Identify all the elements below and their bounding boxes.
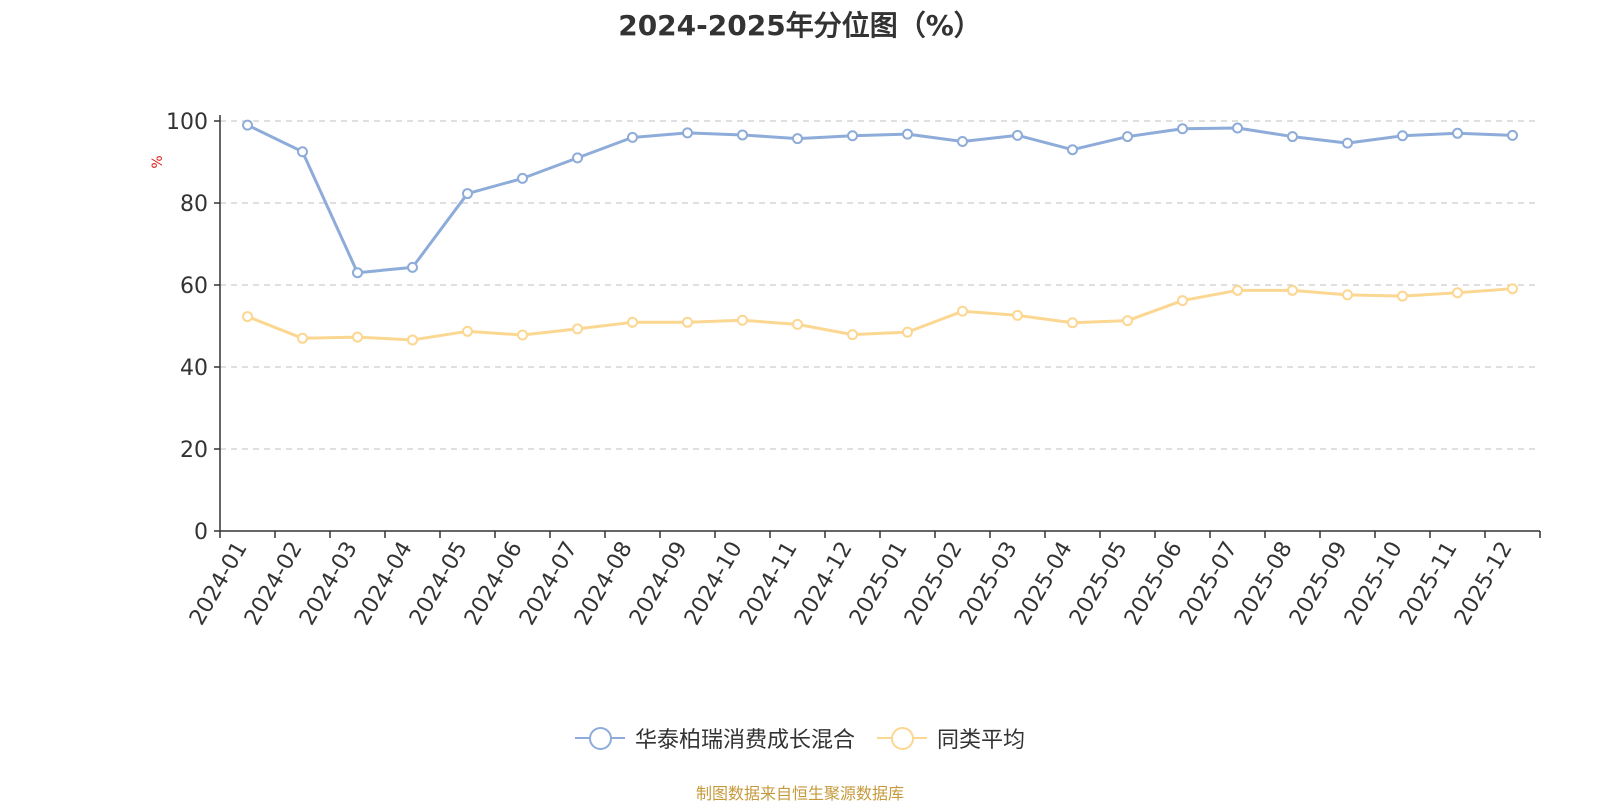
series-line-2 [246, 287, 1513, 342]
data-point-series-2 [1507, 283, 1518, 295]
data-point-series-1 [462, 188, 473, 200]
data-point-series-1 [1012, 129, 1023, 141]
data-point-series-2 [242, 311, 253, 323]
data-point-series-1 [627, 131, 638, 143]
legend-item-series-2[interactable]: 同类平均 [877, 722, 1025, 754]
y-tick-label: 60 [180, 274, 208, 299]
data-point-series-1 [242, 119, 253, 131]
y-tick-label: 80 [180, 192, 208, 217]
data-point-series-1 [1067, 144, 1078, 156]
data-point-series-2 [1232, 284, 1243, 296]
data-point-series-2 [1067, 317, 1078, 329]
legend-label-series-1: 华泰柏瑞消费成长混合 [634, 728, 855, 753]
data-point-series-1 [1287, 131, 1298, 143]
data-point-series-2 [1122, 315, 1133, 327]
data-point-series-2 [1452, 287, 1463, 299]
data-point-series-2 [572, 323, 583, 335]
data-point-series-1 [847, 130, 858, 142]
y-axis-label: % [150, 155, 166, 168]
data-point-series-2 [1397, 290, 1408, 302]
data-point-series-1 [517, 172, 528, 184]
data-point-series-2 [1177, 295, 1188, 307]
series-line-1 [246, 123, 1513, 275]
data-point-series-1 [1122, 131, 1133, 143]
data-point-series-1 [737, 129, 748, 141]
data-point-series-1 [407, 261, 418, 273]
y-tick-label: 40 [180, 356, 208, 381]
legend-swatch-series-2 [877, 726, 927, 750]
data-point-series-2 [352, 331, 363, 343]
data-point-series-2 [847, 329, 858, 341]
data-point-series-1 [1342, 137, 1353, 149]
data-point-series-1 [902, 128, 913, 140]
data-point-series-1 [1452, 127, 1463, 139]
data-point-series-2 [1287, 284, 1298, 296]
data-point-series-2 [957, 305, 968, 317]
data-point-series-2 [902, 326, 913, 338]
y-tick-label: 0 [194, 520, 208, 545]
data-point-series-2 [297, 332, 308, 344]
y-tick-label: 20 [180, 438, 208, 463]
data-point-series-1 [1397, 130, 1408, 142]
data-point-series-1 [297, 146, 308, 158]
data-point-series-2 [1012, 309, 1023, 321]
legend-item-series-1[interactable]: 华泰柏瑞消费成长混合 [574, 722, 855, 754]
data-point-series-2 [627, 316, 638, 328]
data-point-series-2 [517, 329, 528, 341]
data-point-series-1 [957, 136, 968, 147]
data-point-series-1 [352, 267, 363, 279]
data-point-series-1 [572, 152, 583, 164]
data-point-series-1 [1507, 129, 1518, 141]
data-point-series-1 [1177, 123, 1188, 135]
chart-title: 2024-2025年分位图（%） [618, 9, 982, 42]
data-point-series-1 [682, 127, 693, 139]
legend: 华泰柏瑞消费成长混合 同类平均 [0, 722, 1600, 754]
data-point-series-2 [462, 325, 473, 337]
legend-swatch-series-1 [574, 726, 625, 750]
data-point-series-2 [1342, 289, 1353, 301]
y-tick-label: 100 [166, 110, 208, 135]
source-note: 制图数据来自恒生聚源数据库 [695, 784, 904, 803]
data-point-series-2 [682, 316, 693, 328]
data-point-series-2 [737, 314, 748, 326]
data-point-series-1 [792, 133, 803, 145]
data-point-series-2 [407, 334, 418, 346]
legend-label-series-2: 同类平均 [937, 728, 1026, 753]
data-point-series-2 [792, 318, 803, 330]
data-point-series-1 [1232, 122, 1243, 134]
